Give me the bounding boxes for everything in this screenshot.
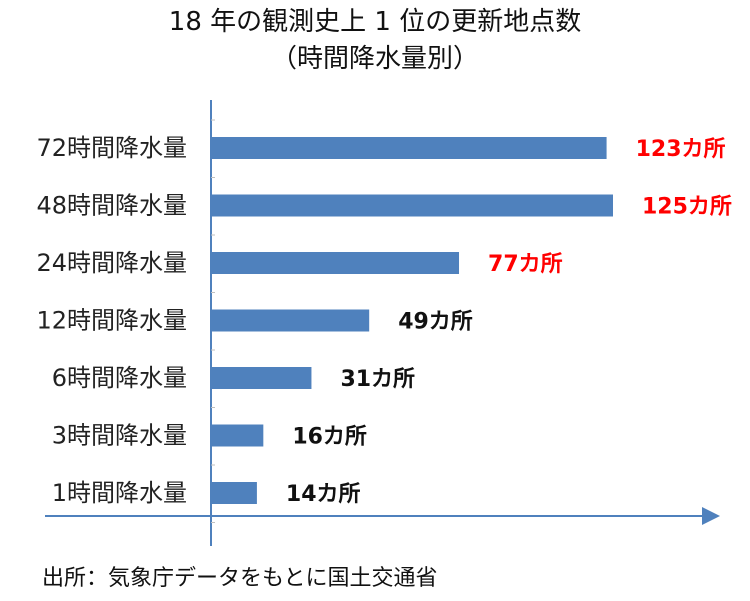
x-axis-arrow-icon — [702, 507, 720, 525]
data-label: 77カ所 — [488, 252, 563, 277]
bar — [212, 424, 264, 447]
bar — [212, 367, 312, 389]
data-label: 16カ所 — [292, 425, 367, 450]
bar — [212, 482, 257, 504]
bar — [212, 137, 607, 159]
bar — [212, 194, 613, 217]
source-note: 出所：気象庁データをもとに国土交通省 — [42, 566, 438, 591]
data-label: 14カ所 — [286, 482, 361, 507]
category-label: 1時間降水量 — [52, 479, 187, 507]
data-label: 125カ所 — [642, 195, 732, 220]
chart-title: 18 年の観測史上 1 位の更新地点数 — [168, 7, 582, 37]
bar — [212, 309, 370, 332]
data-label: 49カ所 — [398, 310, 473, 335]
data-label: 123カ所 — [636, 137, 726, 162]
category-label: 24時間降水量 — [36, 249, 187, 277]
category-label: 72時間降水量 — [36, 134, 187, 162]
category-label: 12時間降水量 — [36, 307, 187, 335]
category-label: 6時間降水量 — [52, 364, 187, 392]
bar — [212, 252, 460, 274]
data-label: 31カ所 — [340, 367, 415, 392]
category-label: 48時間降水量 — [36, 192, 187, 220]
category-label: 3時間降水量 — [52, 422, 187, 450]
chart-subtitle: （時間降水量別） — [270, 44, 479, 74]
